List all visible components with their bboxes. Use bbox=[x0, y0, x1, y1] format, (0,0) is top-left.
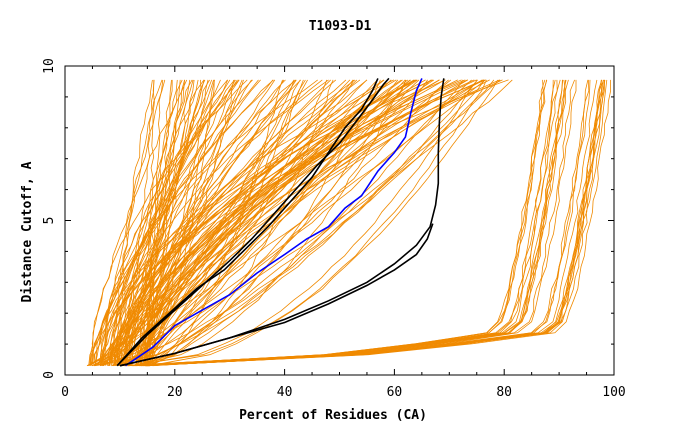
model-curve bbox=[146, 79, 485, 366]
y-tick-label: 0 bbox=[42, 371, 57, 379]
model-curve bbox=[127, 79, 236, 366]
model-curve bbox=[126, 79, 495, 367]
x-axis-label: Percent of Residues (CA) bbox=[239, 408, 427, 423]
model-curve bbox=[146, 79, 155, 366]
model-curve bbox=[128, 79, 605, 367]
x-tick-label: 20 bbox=[167, 385, 183, 400]
model-curve bbox=[87, 79, 244, 367]
model-curve bbox=[94, 79, 178, 366]
highlighted-curves bbox=[116, 77, 445, 367]
model-curve bbox=[126, 79, 546, 367]
model-curve bbox=[148, 79, 591, 367]
series-line-black-1 bbox=[116, 77, 390, 367]
axis-ticks: 0 20 40 60 80 100 0 5 10 bbox=[42, 58, 626, 400]
model-curve bbox=[146, 79, 464, 367]
series-line-blue-2 bbox=[124, 78, 423, 367]
model-curve bbox=[102, 79, 392, 366]
model-curve bbox=[120, 79, 556, 367]
model-curve bbox=[142, 79, 564, 367]
model-curve bbox=[126, 79, 191, 366]
model-curve bbox=[151, 79, 283, 367]
model-curve bbox=[136, 79, 605, 367]
model-curve bbox=[148, 79, 554, 367]
model-curve bbox=[149, 79, 407, 367]
model-curve bbox=[99, 79, 166, 366]
model-curve bbox=[117, 79, 153, 366]
model-curve bbox=[152, 79, 181, 366]
model-curve bbox=[102, 79, 472, 367]
x-tick-label: 0 bbox=[61, 385, 69, 400]
series-line-black-3 bbox=[119, 78, 445, 367]
chart-title: T1093-D1 bbox=[309, 19, 372, 34]
x-tick-label: 40 bbox=[277, 385, 293, 400]
model-curve bbox=[120, 79, 406, 366]
model-curve bbox=[103, 79, 235, 366]
model-curve bbox=[143, 79, 566, 367]
model-curve bbox=[146, 79, 544, 367]
model-curve bbox=[148, 79, 548, 367]
y-axis-label: Distance Cutoff, A bbox=[20, 161, 35, 302]
model-curve bbox=[138, 79, 602, 367]
model-curve bbox=[147, 79, 590, 367]
model-curve bbox=[128, 79, 487, 367]
model-curve bbox=[133, 79, 334, 367]
model-curve bbox=[126, 79, 589, 367]
model-curve bbox=[94, 79, 381, 367]
series-line-black-4 bbox=[119, 223, 434, 367]
model-curve bbox=[93, 79, 185, 367]
model-curve bbox=[134, 79, 389, 366]
model-curve bbox=[123, 79, 548, 367]
model-curve bbox=[116, 79, 213, 366]
model-curve bbox=[141, 79, 575, 367]
model-curve bbox=[123, 79, 206, 366]
model-curve bbox=[144, 79, 598, 367]
model-curve bbox=[149, 79, 499, 367]
model-curve bbox=[111, 79, 274, 366]
model-curve bbox=[144, 79, 612, 367]
model-curve bbox=[139, 79, 193, 366]
model-curve bbox=[94, 79, 274, 366]
model-curve bbox=[133, 79, 608, 367]
model-curve bbox=[127, 79, 468, 366]
model-curve bbox=[132, 79, 478, 367]
model-curve bbox=[109, 79, 475, 366]
model-curve bbox=[127, 79, 503, 366]
model-curve bbox=[91, 79, 248, 366]
model-curve bbox=[114, 79, 329, 366]
model-curve bbox=[89, 79, 188, 366]
model-curve bbox=[119, 79, 361, 366]
model-curve bbox=[117, 79, 446, 366]
y-tick-label: 5 bbox=[42, 217, 57, 225]
model-curve bbox=[100, 79, 240, 366]
x-tick-label: 100 bbox=[602, 385, 625, 400]
model-curve bbox=[121, 79, 561, 367]
model-curve bbox=[146, 79, 602, 367]
model-curve bbox=[94, 79, 486, 367]
model-curve bbox=[128, 79, 449, 367]
model-curve bbox=[111, 79, 163, 366]
model-curve bbox=[140, 79, 606, 367]
x-tick-label: 60 bbox=[387, 385, 403, 400]
model-curve bbox=[144, 79, 477, 366]
x-tick-label: 80 bbox=[496, 385, 512, 400]
model-curve bbox=[134, 79, 563, 367]
model-curve bbox=[111, 79, 478, 367]
model-curve bbox=[140, 79, 368, 366]
model-curve bbox=[145, 79, 221, 366]
model-curve bbox=[109, 79, 395, 366]
model-curve bbox=[93, 79, 486, 366]
model-curve bbox=[125, 79, 205, 366]
model-curve bbox=[144, 79, 501, 367]
model-curves bbox=[86, 79, 612, 367]
model-curve bbox=[146, 79, 577, 367]
series-line-black-0 bbox=[116, 78, 379, 367]
model-curve bbox=[122, 79, 295, 366]
y-tick-label: 10 bbox=[42, 58, 57, 74]
